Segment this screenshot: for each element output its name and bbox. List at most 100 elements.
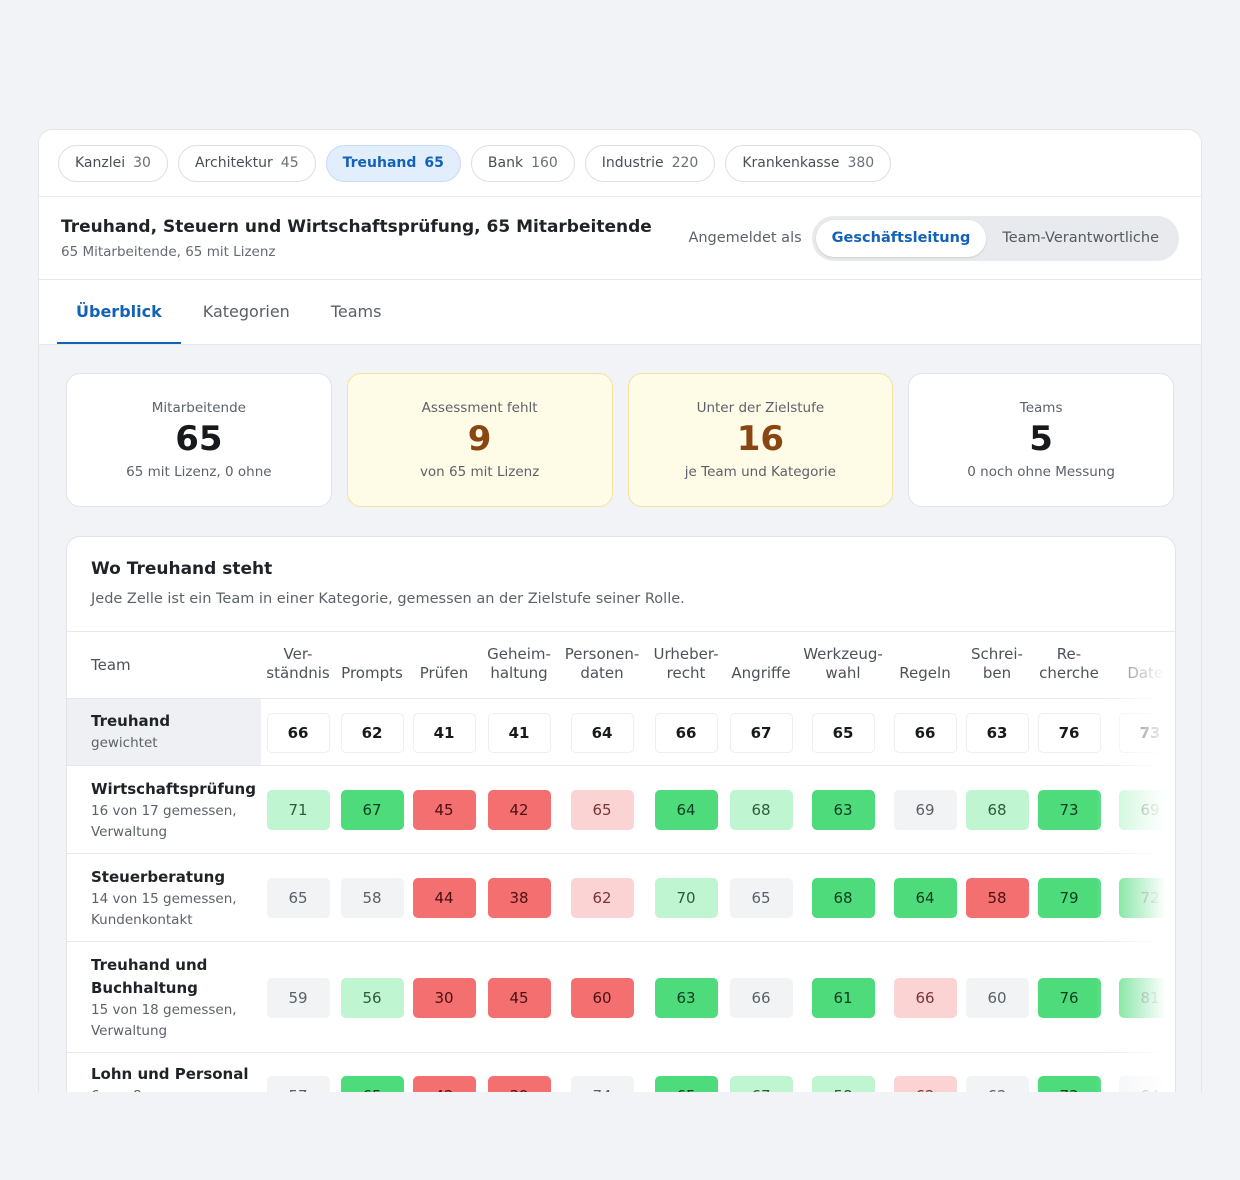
heatmap-cell[interactable]: 65 <box>729 878 793 918</box>
heatmap-cell[interactable]: 68 <box>965 790 1029 830</box>
tab-kategorien[interactable]: Kategorien <box>202 301 290 321</box>
kpi-subtext: je Team und Kategorie <box>684 464 836 480</box>
heatmap-cell[interactable]: 68 <box>729 790 793 830</box>
heatmap-cell[interactable]: 59 <box>266 977 330 1018</box>
heatmap-cell[interactable]: 67 <box>729 1076 793 1092</box>
kpi-label: Mitarbeitende <box>151 400 246 416</box>
heatmap-cell[interactable]: 66 <box>893 712 957 753</box>
team-name-block[interactable]: Lohn und Personal 6 von 8 gemessen <box>91 1063 251 1092</box>
heatmap-cell[interactable]: 41 <box>487 712 551 753</box>
heatmap-cell[interactable]: 61 <box>811 977 875 1018</box>
heatmap-cell[interactable]: 42 <box>487 790 551 830</box>
heatmap-cell[interactable]: 42 <box>412 1076 476 1092</box>
heatmap-cell[interactable]: 68 <box>811 878 875 918</box>
column-header[interactable]: Urheber- recht <box>653 645 719 682</box>
kpi-value: 9 <box>467 419 492 459</box>
industry-chip-krankenkasse[interactable]: Krankenkasse 380 <box>725 144 892 182</box>
column-header[interactable]: Prüfen <box>419 664 469 682</box>
heatmap-cell[interactable]: 66 <box>654 712 718 753</box>
heatmap-cell[interactable]: 45 <box>412 790 476 830</box>
heatmap-cell[interactable]: 64 <box>1118 1076 1175 1092</box>
heatmap-cell[interactable]: 58 <box>965 878 1029 918</box>
heatmap-cell[interactable]: 73 <box>1118 712 1175 753</box>
column-header[interactable]: Daten <box>1127 664 1173 682</box>
heatmap-cell[interactable]: 57 <box>266 1076 330 1092</box>
heatmap-cell[interactable]: 45 <box>487 977 551 1018</box>
heatmap-cell[interactable]: 66 <box>893 977 957 1018</box>
heatmap-cell[interactable]: 62 <box>893 1076 957 1092</box>
heatmap-cell[interactable]: 39 <box>487 1076 551 1092</box>
heatmap-cell[interactable]: 81 <box>1118 977 1175 1018</box>
heatmap-cell[interactable]: 67 <box>729 712 793 753</box>
role-option-team-verantwortliche[interactable]: Team-Verantwortliche <box>1002 230 1159 246</box>
team-meta: 15 von 18 gemessen, Verwaltung <box>91 1002 237 1039</box>
heatmap-cell[interactable]: 56 <box>340 977 404 1018</box>
heatmap-cell[interactable]: 65 <box>340 1076 404 1092</box>
team-name-block[interactable]: Wirtschaftsprüfung 16 von 17 gemessen, Ve… <box>91 778 256 843</box>
heatmap-cell[interactable]: 64 <box>570 712 634 753</box>
team-name-block[interactable]: Treuhand und Buchhaltung 15 von 18 gemess… <box>91 954 251 1042</box>
heatmap-cell[interactable]: 64 <box>893 878 957 918</box>
heatmap-cell[interactable]: 60 <box>965 977 1029 1018</box>
industry-chip-industrie[interactable]: Industrie 220 <box>584 144 716 182</box>
industry-chip-kanzlei[interactable]: Kanzlei 30 <box>58 144 168 182</box>
heatmap-cell[interactable]: 67 <box>340 790 404 830</box>
column-header[interactable]: Ver- ständnis <box>266 645 330 682</box>
column-header[interactable]: Prompts <box>341 664 403 682</box>
heatmap-cell[interactable]: 41 <box>412 712 476 753</box>
heatmap-cell[interactable]: 79 <box>1037 878 1101 918</box>
column-header[interactable]: Personen- daten <box>564 645 640 682</box>
heatmap-cell[interactable]: 58 <box>340 878 404 918</box>
heatmap-cell[interactable]: 70 <box>654 878 718 918</box>
team-name: Steuerberatung <box>91 868 226 886</box>
role-switcher: Angemeldet als Geschäftsleitung Team-Vera… <box>688 215 1179 261</box>
heatmap-card: Wo Treuhand steht Jede Zelle ist ein Tea… <box>66 536 1176 1092</box>
org-subtitle: 65 Mitarbeitende, 65 mit Lizenz <box>61 243 276 260</box>
heatmap-cell[interactable]: 69 <box>893 790 957 830</box>
heatmap-cell[interactable]: 66 <box>266 712 330 753</box>
heatmap-cell[interactable]: 73 <box>1037 1076 1101 1092</box>
heatmap-cell[interactable]: 62 <box>570 878 634 918</box>
industry-chip-architektur[interactable]: Architektur 45 <box>177 144 316 182</box>
heatmap-cell[interactable]: 73 <box>1037 790 1101 830</box>
heatmap-cell[interactable]: 65 <box>654 1076 718 1092</box>
column-header[interactable]: Regeln <box>899 664 951 682</box>
heatmap-cell[interactable]: 65 <box>266 878 330 918</box>
heatmap-cell[interactable]: 38 <box>487 878 551 918</box>
team-name-block[interactable]: Steuerberatung 14 von 15 gemessen, Kunden… <box>91 866 251 931</box>
column-header[interactable]: Geheim- haltung <box>487 645 551 682</box>
column-header[interactable]: Schrei- ben <box>971 645 1023 682</box>
heatmap-cell[interactable]: 62 <box>340 712 404 753</box>
team-name: Wirtschaftsprüfung <box>91 780 256 798</box>
heatmap-cell[interactable]: 69 <box>1118 790 1175 830</box>
org-header: Treuhand, Steuern und Wirtschaftsprüfung… <box>39 197 1201 280</box>
column-header[interactable]: Werkzeug- wahl <box>803 645 883 682</box>
heatmap-cell[interactable]: 65 <box>570 790 634 830</box>
heatmap-cell[interactable]: 44 <box>412 878 476 918</box>
heatmap-cell[interactable]: 72 <box>1118 878 1175 918</box>
heatmap-cell[interactable]: 62 <box>965 1076 1029 1092</box>
column-header[interactable]: Angriffe <box>731 664 791 682</box>
heatmap-grid: Team Ver- ständnis Prompts Prüfen Geheim- ha… <box>67 632 1175 1092</box>
heatmap-cell[interactable]: 74 <box>570 1076 634 1092</box>
tab--berblick[interactable]: Überblick <box>57 280 181 344</box>
heatmap-cell[interactable]: 63 <box>811 790 875 830</box>
heatmap-cell[interactable]: 30 <box>412 977 476 1018</box>
heatmap-cell[interactable]: 64 <box>654 790 718 830</box>
role-option-gesch-ftsleitung[interactable]: Geschäftsleitung <box>815 219 987 257</box>
heatmap-cell[interactable]: 65 <box>811 712 875 753</box>
heatmap-cell[interactable]: 71 <box>266 790 330 830</box>
heatmap-cell[interactable]: 58 <box>811 1076 875 1092</box>
tab-teams[interactable]: Teams <box>330 301 382 321</box>
industry-chip-bank[interactable]: Bank 160 <box>470 144 575 182</box>
heatmap-cell[interactable]: 66 <box>729 977 793 1018</box>
heatmap-cell[interactable]: 76 <box>1037 712 1101 753</box>
heatmap-cell[interactable]: 76 <box>1037 977 1101 1018</box>
column-header[interactable]: Re- cherche <box>1039 645 1099 682</box>
heatmap-cell[interactable]: 63 <box>965 712 1029 753</box>
heatmap-cell[interactable]: 63 <box>654 977 718 1018</box>
heatmap-cell[interactable]: 60 <box>570 977 634 1018</box>
team-name: Lohn und Personal <box>91 1065 249 1083</box>
team-name-block[interactable]: Treuhand gewichtet <box>91 710 251 754</box>
industry-chip-treuhand[interactable]: Treuhand 65 <box>325 144 461 182</box>
